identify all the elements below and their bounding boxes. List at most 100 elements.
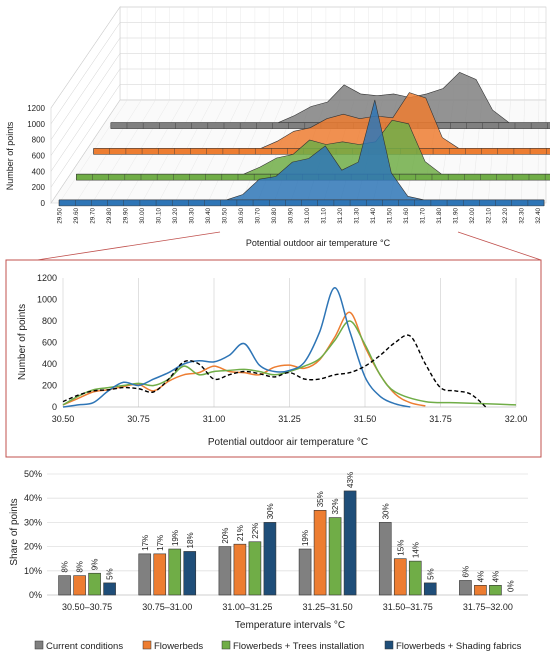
bar [58,575,71,596]
x-tick-label: 30.20 [172,208,179,224]
x-tick-label: 31.25 [278,414,301,424]
series-line [62,311,426,407]
x-tick-label: 32.20 [502,208,509,224]
ridgeline-x-ticks: 29.50 29.60 29.70 29.80 29.90 30.00 30.10 30.20… [56,208,542,224]
depth-gridline [59,99,128,204]
bar [168,548,182,596]
legend-swatch [142,640,152,650]
bar [138,553,152,596]
detail-y-axis-label: Number of points [17,304,28,380]
legend-label: Current conditions [46,641,123,652]
category-label: 31.25–31.50 [303,602,353,612]
x-tick-label: 32.00 [469,208,476,224]
x-tick-label: 30.10 [155,208,162,224]
x-tick-label: 31.00 [203,414,226,424]
x-tick-label: 30.00 [139,208,146,224]
y-tick-label: 0% [29,590,42,600]
detail-ticks: 30.50 30.75 31.00 31.25 31.50 31.75 32.00 0 200 4… [37,273,527,424]
gridline [50,22,121,124]
data-label: 6% [461,566,470,578]
data-label: 5% [106,568,115,580]
share-panel: 8% 8% 9% 5% 17% 17% 19% 18% 20% 21% 22% 30% 19% 35% 32… [9,469,528,652]
data-label: 19% [171,530,180,546]
bar [343,490,357,596]
data-label: 8% [76,561,85,573]
detail-lines [62,286,517,408]
legend: Current conditions Flowerbeds Flowerbeds +… [34,640,522,652]
x-tick-label: 31.00 [304,208,311,224]
data-label: 14% [411,542,420,558]
data-label: 19% [301,530,310,546]
category-label: 31.00–31.25 [222,602,272,612]
y-tick-label: 30% [24,517,42,527]
data-label: 18% [186,532,195,548]
bar [73,575,86,596]
share-y-axis-label: Share of points [9,498,20,565]
y-tick-label: 1200 [37,273,57,283]
data-label: 43% [346,472,355,488]
x-tick-label: 30.80 [271,208,278,224]
bar [459,580,472,596]
data-label: 4% [476,571,485,583]
category-label: 30.50–30.75 [62,602,112,612]
y-tick-label: 10% [24,566,42,576]
legend-swatch [34,640,44,650]
zoom-connector-right [457,231,542,261]
x-tick-label: 32.30 [518,208,525,224]
bar [328,517,342,596]
x-tick-label: 29.90 [122,208,129,224]
data-label: 9% [91,559,100,571]
y-tick-label: 600 [32,152,46,161]
legend-label: Flowerbeds [154,641,203,652]
gridline [50,68,121,172]
legend-swatch [384,640,394,650]
bar [248,541,262,596]
y-tick-label: 400 [32,167,46,176]
x-tick-label: 30.40 [205,208,212,224]
detail-grid [62,278,517,408]
bar [313,509,327,596]
bar [408,560,422,596]
bar [298,548,312,596]
bar [218,546,232,596]
detail-panel-border [5,259,542,458]
bar [423,582,437,596]
category-label: 31.50–31.75 [383,602,433,612]
x-tick-label: 30.90 [287,208,294,224]
legend-swatch [221,640,231,650]
share-grid [47,473,528,596]
x-tick-label: 32.10 [485,208,492,224]
bar [489,585,502,596]
category-label: 31.75–32.00 [463,602,513,612]
x-tick-label: 29.70 [89,208,96,224]
y-tick-label: 40% [24,493,42,503]
y-tick-label: 1000 [27,120,45,129]
data-label: 30% [266,503,275,519]
y-tick-label: 600 [42,338,57,348]
y-tick-label: 20% [24,542,42,552]
bar [378,522,392,596]
x-tick-label: 29.80 [106,208,113,224]
gridline [50,6,121,109]
category-label: 30.75–31.00 [142,602,192,612]
legend-label: Flowerbeds + Trees installation [233,641,364,652]
data-label: 22% [251,523,260,539]
bar [88,572,101,596]
series-line [62,320,517,406]
data-label: 17% [156,535,165,551]
x-tick-label: 31.20 [337,208,344,224]
y-tick-label: 50% [24,469,42,479]
x-tick-label: 31.10 [320,208,327,224]
data-label: 8% [61,561,70,573]
zoom-connector-left [36,231,221,261]
data-label: 32% [331,499,340,515]
bar [393,558,407,596]
x-tick-label: 31.70 [419,208,426,224]
x-tick-label: 31.30 [353,208,360,224]
ridgeline-x-axis-label: Potential outdoor air temperature °C [246,238,391,248]
x-tick-label: 29.50 [56,208,63,224]
y-tick-label: 800 [42,316,57,326]
x-tick-label: 31.60 [403,208,410,224]
y-tick-label: 1000 [37,295,57,305]
